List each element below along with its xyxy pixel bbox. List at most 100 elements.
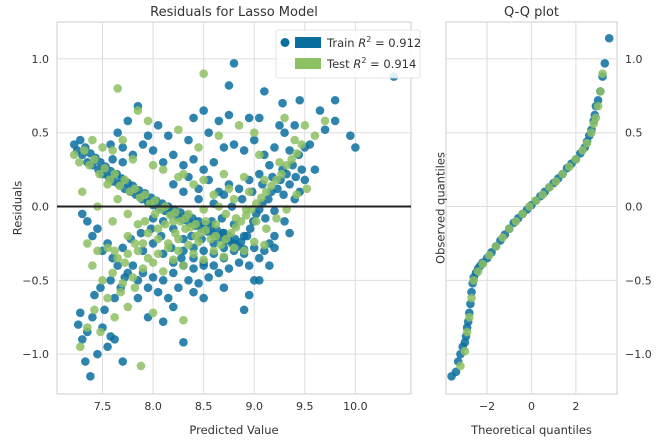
test-point — [98, 276, 107, 285]
legend-swatch-test — [295, 58, 321, 69]
train-point — [154, 121, 163, 130]
x-tick-label: 10.0 — [343, 400, 368, 413]
train-point — [245, 114, 254, 123]
test-point — [199, 255, 208, 264]
train-point — [199, 247, 208, 256]
train-point — [297, 165, 306, 174]
train-point — [159, 317, 168, 326]
train-point — [225, 111, 234, 120]
train-point — [605, 34, 614, 43]
test-point — [260, 241, 269, 250]
train-point — [279, 190, 288, 199]
train-point — [270, 207, 279, 216]
y-tick-label: −0.5 — [625, 274, 652, 287]
test-point — [230, 195, 239, 204]
test-point — [292, 149, 301, 158]
train-point — [164, 294, 173, 303]
test-point — [120, 258, 129, 267]
train-point — [235, 258, 244, 267]
test-point — [139, 264, 148, 273]
test-point — [124, 303, 133, 312]
test-point — [88, 136, 97, 145]
test-point — [154, 224, 163, 233]
test-point — [129, 155, 138, 164]
legend-train-prefix: Train — [326, 36, 358, 50]
test-point — [199, 176, 208, 185]
test-point — [558, 170, 567, 179]
test-point — [141, 190, 150, 199]
train-point — [139, 140, 148, 149]
test-point — [598, 69, 607, 78]
test-point — [103, 294, 112, 303]
legend-test-value: = 0.914 — [366, 57, 416, 71]
train-point — [280, 128, 289, 137]
train-point — [301, 176, 310, 185]
train-point — [230, 140, 239, 149]
train-point — [346, 131, 355, 140]
test-point — [225, 185, 234, 194]
train-point — [74, 320, 83, 329]
train-point — [295, 96, 304, 105]
y-tick-label: 0.0 — [32, 201, 50, 214]
test-point — [110, 170, 119, 179]
test-point — [478, 260, 487, 269]
residuals-title: Residuals for Lasso Model — [150, 5, 318, 20]
test-point — [83, 323, 92, 332]
test-point — [174, 247, 183, 256]
test-point — [260, 176, 269, 185]
test-point — [96, 328, 105, 337]
test-point — [505, 224, 514, 233]
test-point — [255, 151, 264, 160]
x-tick-label: 8.0 — [144, 400, 162, 413]
train-point — [204, 273, 213, 282]
train-point — [169, 269, 178, 278]
train-point — [179, 338, 188, 347]
legend-train-r: R — [358, 36, 366, 50]
train-point — [265, 261, 274, 270]
test-point — [98, 143, 107, 152]
train-point — [215, 117, 224, 126]
test-point — [151, 210, 160, 219]
train-point — [270, 143, 279, 152]
train-point — [285, 229, 294, 238]
train-point — [199, 106, 208, 115]
train-point — [88, 313, 97, 322]
test-point — [75, 158, 84, 167]
test-point — [108, 146, 117, 155]
test-point — [149, 309, 158, 318]
legend-label-test: Test R2 = 0.914 — [326, 56, 416, 71]
test-point — [215, 131, 224, 140]
test-point — [116, 288, 125, 297]
test-point — [70, 151, 79, 160]
test-point — [232, 214, 241, 223]
residuals-y-label: Residuals — [11, 181, 25, 236]
train-point — [270, 232, 279, 241]
test-point — [159, 267, 168, 276]
test-point — [220, 170, 229, 179]
test-point — [149, 161, 158, 170]
train-point — [250, 136, 259, 145]
test-point — [171, 229, 180, 238]
test-point — [565, 162, 574, 171]
legend-train-value: = 0.912 — [371, 36, 421, 50]
train-point — [260, 87, 269, 96]
test-point — [129, 273, 138, 282]
y-tick-label: −1.0 — [22, 348, 49, 361]
train-point — [240, 146, 249, 155]
test-point — [201, 217, 210, 226]
test-point — [211, 232, 220, 241]
residuals-x-label: Predicted Value — [189, 423, 278, 437]
test-point — [88, 261, 97, 270]
test-point — [277, 170, 286, 179]
test-point — [209, 190, 218, 199]
test-point — [538, 190, 547, 199]
y-tick-label: 0.5 — [625, 127, 643, 140]
train-point — [255, 254, 264, 263]
test-point — [118, 136, 127, 145]
legend: Train R2 = 0.912 Test R2 = 0.914 — [276, 30, 421, 78]
test-point — [498, 233, 507, 242]
train-point — [189, 155, 198, 164]
test-point — [169, 255, 178, 264]
train-point — [331, 96, 340, 105]
train-point — [174, 283, 183, 292]
